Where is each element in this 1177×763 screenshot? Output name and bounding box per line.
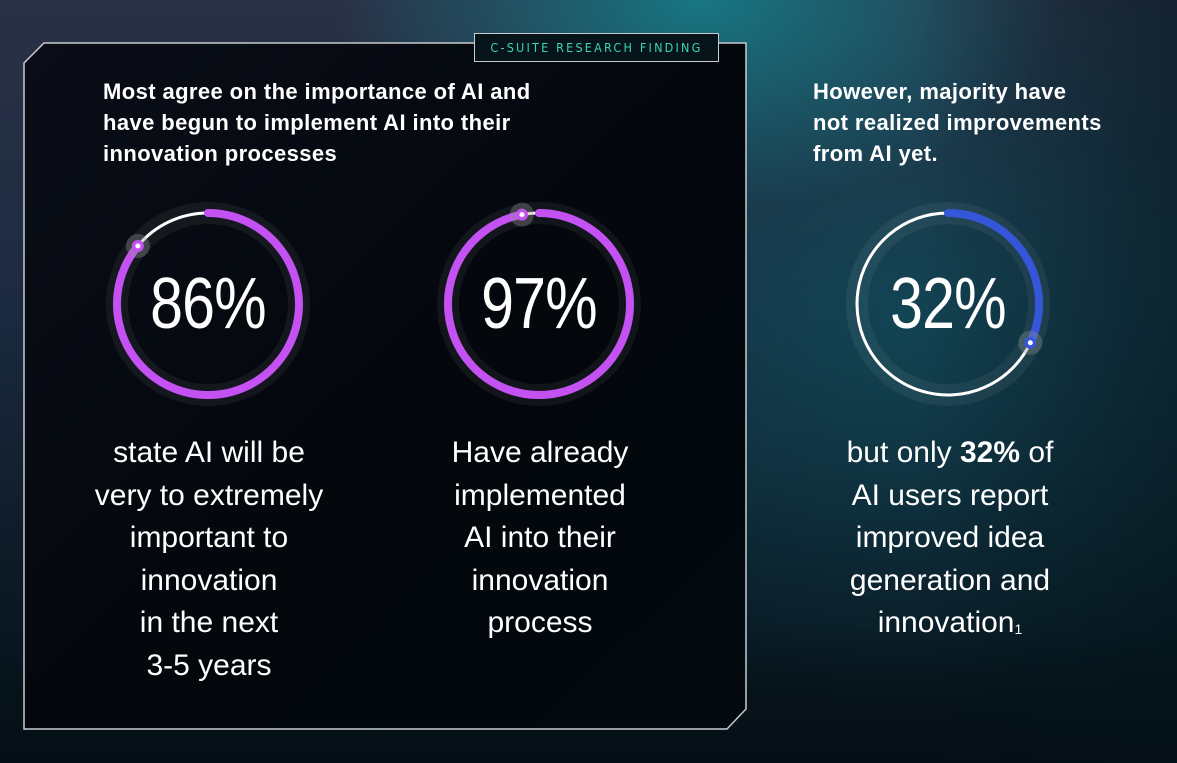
- description-line: in the next: [139, 606, 279, 639]
- description-line: innovation: [471, 563, 609, 597]
- ring-arc-icon: [437, 202, 641, 406]
- heading-line: However, majority have: [813, 79, 1067, 104]
- heading-line: from AI yet.: [813, 141, 939, 166]
- stat-description-97: Have already implemented AI into their i…: [400, 432, 680, 645]
- ring-arc-icon: [106, 202, 310, 406]
- progress-ring-86: 86%: [106, 202, 310, 406]
- description-line: process: [487, 606, 593, 639]
- stat-description-86: state AI will be very to extremely impor…: [54, 432, 364, 687]
- description-line: but only 32% of: [800, 432, 1100, 475]
- description-line: important to: [129, 521, 289, 554]
- heading-line: innovation processes: [103, 141, 338, 166]
- heading-line: Most agree on the importance of AI and: [103, 79, 531, 104]
- description-line: implemented: [454, 478, 626, 512]
- highlight-value: 32%: [960, 436, 1021, 469]
- heading-line: have begun to implement AI into their: [103, 110, 511, 135]
- description-line: Have already: [451, 436, 629, 469]
- right-section-heading: However, majority have not realized impr…: [813, 76, 1173, 169]
- description-line: improved idea: [855, 521, 1045, 554]
- description-line: AI users report: [851, 478, 1049, 512]
- footnote-marker: 1: [1014, 621, 1023, 637]
- left-section-heading: Most agree on the importance of AI and h…: [103, 76, 623, 169]
- description-prefix: but only: [846, 436, 960, 469]
- description-line: AI into their: [464, 521, 616, 554]
- description-suffix: of: [1020, 436, 1054, 469]
- description-line: innovation1: [800, 602, 1100, 645]
- progress-ring-97: 97%: [437, 202, 641, 406]
- description-last-word: innovation: [877, 606, 1015, 639]
- description-line: 3-5 years: [146, 648, 272, 682]
- stat-value: 32%: [890, 264, 1007, 344]
- stat-value: 97%: [481, 264, 598, 344]
- description-line: generation and: [849, 563, 1051, 597]
- ring-arc-icon: [846, 202, 1050, 406]
- research-finding-badge: C-SUITE RESEARCH FINDING: [474, 33, 719, 62]
- stat-value: 86%: [150, 264, 267, 344]
- description-line: state AI will be: [113, 436, 305, 469]
- description-line: very to extremely: [94, 478, 324, 512]
- description-line: innovation: [140, 563, 278, 597]
- progress-ring-32: 32%: [846, 202, 1050, 406]
- stat-description-32: but only 32% of AI users report improved…: [800, 432, 1100, 645]
- heading-line: not realized improvements: [813, 110, 1102, 135]
